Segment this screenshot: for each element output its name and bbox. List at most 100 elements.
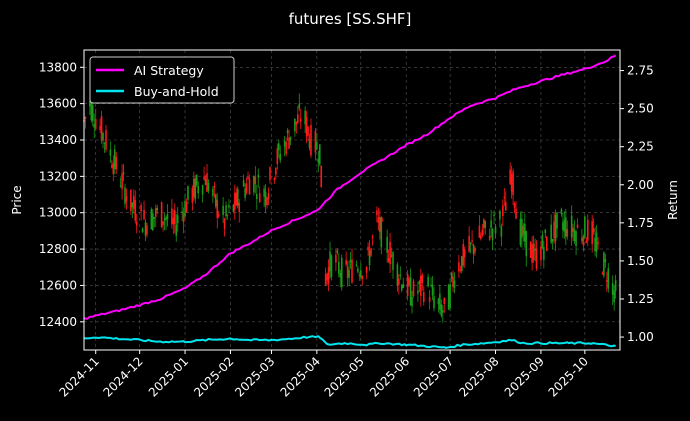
price-candle-body <box>532 243 535 261</box>
price-candle-body <box>253 176 255 193</box>
price-candle-body <box>603 252 605 276</box>
price-candle-body <box>582 235 585 246</box>
y-left-tick-label: 12600 <box>39 278 77 292</box>
price-candle-body <box>613 290 615 303</box>
price-candle-body <box>277 143 280 151</box>
price-candle-body <box>234 192 236 210</box>
price-candle-body <box>417 290 419 294</box>
price-candle-body <box>468 236 470 252</box>
price-candle-body <box>359 270 362 278</box>
price-candle-body <box>184 200 186 217</box>
price-candle-body <box>541 234 544 248</box>
price-candle-body <box>130 189 132 211</box>
price-candle-body <box>376 210 378 216</box>
price-candle-body <box>441 310 444 313</box>
price-candle-body <box>165 216 167 221</box>
price-candle-body <box>156 207 159 211</box>
price-candle-body <box>447 285 450 310</box>
price-candle-body <box>544 229 547 233</box>
price-candle-body <box>524 223 526 242</box>
price-candle-body <box>586 219 589 241</box>
price-candle-body <box>422 292 425 302</box>
legend: AI Strategy Buy-and-Hold <box>89 56 235 104</box>
price-candle-body <box>283 140 286 147</box>
price-candle-body <box>223 219 226 229</box>
price-candle-body <box>131 202 134 208</box>
price-candle-body <box>584 216 586 238</box>
price-candle-body <box>298 103 301 109</box>
price-candle-body <box>222 205 224 216</box>
price-candle-body <box>204 179 207 185</box>
price-candle-body <box>591 221 593 245</box>
price-candle-body <box>459 269 462 271</box>
price-candle-body <box>232 204 235 212</box>
price-candle-body <box>160 202 163 228</box>
price-candle-body <box>502 205 504 217</box>
price-candle-body <box>307 126 309 136</box>
price-candle-body <box>194 178 197 200</box>
price-candle-body <box>217 214 220 217</box>
y-left-tick-label: 13200 <box>39 169 77 183</box>
price-candle-body <box>480 235 482 239</box>
price-candle-body <box>153 217 156 220</box>
price-candle-body <box>236 188 239 206</box>
price-candle-body <box>581 237 583 241</box>
price-candle-body <box>421 274 424 283</box>
price-candle-body <box>513 203 516 208</box>
price-candle-body <box>400 285 403 291</box>
price-candle-body <box>121 173 123 189</box>
price-candle-body <box>254 176 257 184</box>
price-candle-body <box>418 280 421 285</box>
price-candle-body <box>119 185 122 187</box>
y-left-ticks: 12400 12600 12800 13000 13200 13400 13600 13800 <box>39 60 84 329</box>
price-candle-body <box>469 242 472 244</box>
price-candle-body <box>320 165 323 188</box>
price-candle-body <box>154 208 157 217</box>
price-candle-body <box>226 215 229 217</box>
price-candle-body <box>509 169 511 185</box>
price-candle-body <box>122 172 125 175</box>
price-candle-body <box>348 269 350 278</box>
price-candle-body <box>594 237 596 252</box>
price-candle-body <box>90 102 93 121</box>
price-candle-body <box>102 133 104 140</box>
price-candle-body <box>171 208 173 225</box>
price-candle-body <box>146 225 148 235</box>
price-candle-body <box>166 214 169 220</box>
price-candle-body <box>324 274 327 285</box>
price-candle-body <box>140 204 142 212</box>
price-candle-body <box>212 188 214 197</box>
price-candle-body <box>91 105 94 122</box>
price-candle-body <box>273 178 276 181</box>
price-candle-body <box>576 224 579 228</box>
price-candle-body <box>100 115 103 142</box>
price-candle-body <box>420 275 422 297</box>
price-candle-body <box>499 210 501 220</box>
price-candle-body <box>607 268 610 289</box>
price-candle-body <box>242 180 245 187</box>
price-candle-body <box>330 255 333 277</box>
price-candle-body <box>112 162 115 174</box>
price-candle-body <box>572 227 574 233</box>
price-candle-body <box>285 141 287 154</box>
price-candle-body <box>207 183 210 191</box>
price-candle-body <box>216 199 219 218</box>
price-candle-body <box>144 222 147 236</box>
price-candle-body <box>504 202 507 211</box>
price-candle-body <box>182 212 185 223</box>
price-candle-body <box>113 149 116 170</box>
price-candle-body <box>185 202 188 213</box>
return-lines <box>83 54 617 349</box>
chart-title: futures [SS.SHF] <box>289 10 412 28</box>
price-candle-body <box>597 242 599 245</box>
price-candle-body <box>201 185 204 195</box>
series-line-buy-and-hold <box>83 335 616 349</box>
plot-frame <box>83 49 621 351</box>
price-candle-body <box>349 259 352 263</box>
price-candle-body <box>553 221 555 238</box>
price-candle-body <box>562 222 564 231</box>
price-candle-body <box>556 212 558 229</box>
price-candle-body <box>115 156 118 170</box>
y-right-tick-label: 1.00 <box>627 330 654 344</box>
y-left-tick-label: 13400 <box>39 133 77 147</box>
